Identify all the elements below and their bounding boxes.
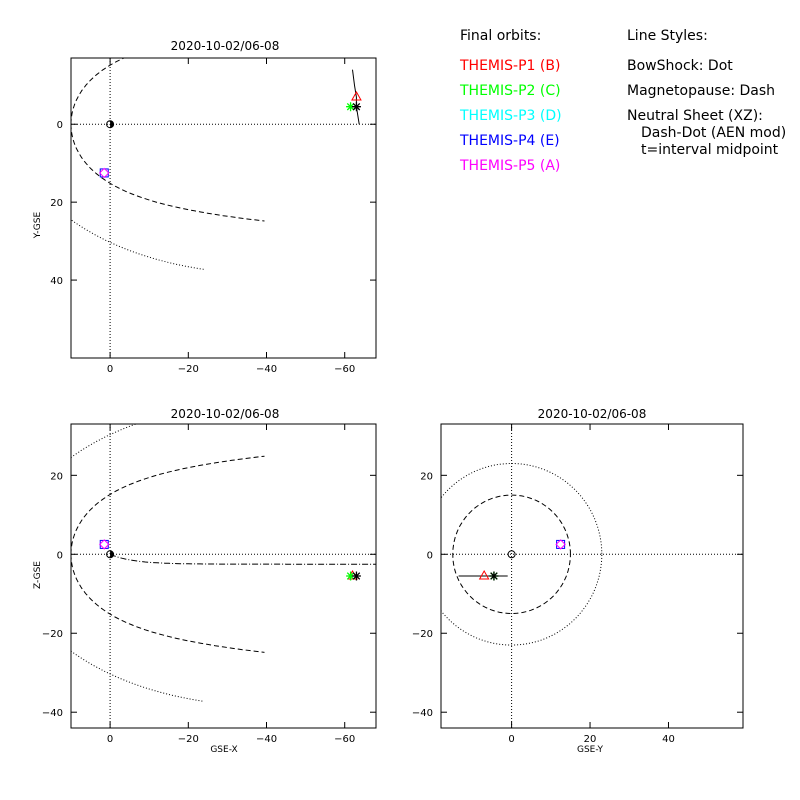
legend-probe-p3: THEMIS-P3 (D) bbox=[459, 108, 562, 124]
y-tick-label: −40 bbox=[412, 708, 433, 719]
legend-probe-p5: THEMIS-P5 (A) bbox=[459, 158, 560, 174]
x-tick-label: 20 bbox=[584, 734, 597, 745]
y-tick-label: 0 bbox=[427, 550, 433, 561]
panel-xz: 2020-10-02/06-08 Z-GSE GSE-X 0 −20 −40 −60 2… bbox=[33, 407, 377, 755]
probe-p1-marker bbox=[478, 569, 490, 580]
orbit-track bbox=[352, 69, 360, 125]
probe-p3-marker bbox=[489, 571, 499, 581]
panel-xz-title: 2020-10-02/06-08 bbox=[171, 407, 280, 421]
legend-orbits-title: Final orbits: bbox=[460, 28, 541, 44]
probe-p2-marker bbox=[346, 571, 356, 581]
magnetopause-north bbox=[71, 455, 265, 555]
earth-dayside bbox=[110, 550, 114, 558]
x-tick-label: −20 bbox=[178, 364, 199, 375]
probe-p3-marker bbox=[351, 102, 361, 112]
panel-yz-frame bbox=[440, 423, 744, 729]
x-tick-label: 0 bbox=[508, 734, 514, 745]
probe-p3-marker bbox=[351, 571, 361, 581]
panel-xz-xlabel: GSE-X bbox=[210, 745, 237, 755]
y-tick-label: 40 bbox=[50, 276, 63, 287]
neutral-sheet bbox=[109, 553, 376, 565]
probe-p4-marker bbox=[99, 168, 109, 178]
bow-shock-north bbox=[13, 0, 204, 124]
probe-p4-marker bbox=[99, 539, 109, 549]
x-tick-label: −60 bbox=[334, 734, 355, 745]
magnetopause-south bbox=[71, 124, 265, 222]
y-tick-label: −40 bbox=[42, 708, 63, 719]
legend-style-magnetopause: Magnetopause: Dash bbox=[627, 83, 775, 99]
x-tick-label: 0 bbox=[107, 364, 113, 375]
probe-p1-marker bbox=[351, 90, 362, 101]
probe-p4-marker bbox=[556, 539, 566, 549]
legend-style-midpoint: t=interval midpoint bbox=[641, 142, 779, 158]
bow-shock-south bbox=[71, 219, 205, 270]
panel-xz-ylabel: Z-GSE bbox=[33, 561, 43, 589]
legend-style-bowshock: BowShock: Dot bbox=[627, 58, 733, 74]
magnetopause-south bbox=[71, 554, 265, 653]
probe-p5-marker bbox=[555, 539, 566, 550]
y-tick-label: 0 bbox=[57, 120, 63, 131]
magnetopause-cross-section bbox=[452, 494, 571, 614]
panel-xz-frame bbox=[70, 423, 377, 729]
probe-p5-marker bbox=[99, 167, 110, 179]
y-tick-label: −20 bbox=[42, 629, 63, 640]
panel-yz-title: 2020-10-02/06-08 bbox=[538, 407, 647, 421]
legend-style-neutral-sheet: Neutral Sheet (XZ): bbox=[627, 108, 763, 124]
panel-xy-frame bbox=[70, 57, 377, 359]
panel-xy: 2020-10-02/06-08 Y-GSE 0 −20 −40 −60 0 20 40 bbox=[13, 0, 377, 375]
panel-yz: 2020-10-02/06-08 GSE-Y 0 20 40 20 0 −20 −40 bbox=[412, 407, 744, 755]
legend: Final orbits: THEMIS-P1 (B) THEMIS-P2 (C… bbox=[459, 28, 786, 174]
panel-xy-ylabel: Y-GSE bbox=[33, 212, 43, 240]
legend-probe-p4: THEMIS-P4 (E) bbox=[459, 133, 560, 149]
panel-yz-xlabel: GSE-Y bbox=[577, 745, 604, 755]
x-tick-label: 40 bbox=[662, 734, 675, 745]
magnetopause-north bbox=[71, 58, 126, 125]
earth-dayside bbox=[110, 120, 114, 128]
earth-symbol bbox=[507, 550, 516, 559]
x-tick-label: −40 bbox=[256, 364, 277, 375]
probe-p2-marker bbox=[346, 102, 356, 112]
y-tick-label: −20 bbox=[412, 629, 433, 640]
y-tick-label: 0 bbox=[57, 550, 63, 561]
y-tick-label: 20 bbox=[50, 471, 63, 482]
x-tick-label: −60 bbox=[334, 364, 355, 375]
legend-style-dash-dot: Dash-Dot (AEN mod) bbox=[641, 125, 786, 141]
panel-xy-title: 2020-10-02/06-08 bbox=[171, 39, 280, 53]
bow-shock-north bbox=[71, 424, 138, 459]
legend-probe-p2: THEMIS-P2 (C) bbox=[459, 83, 561, 99]
legend-probe-p1: THEMIS-P1 (B) bbox=[459, 58, 560, 74]
y-tick-label: 20 bbox=[420, 471, 433, 482]
bow-shock-south bbox=[71, 650, 205, 702]
probe-p5-marker bbox=[99, 539, 110, 550]
x-tick-label: 0 bbox=[107, 734, 113, 745]
y-tick-label: 20 bbox=[50, 198, 63, 209]
x-tick-label: −40 bbox=[256, 734, 277, 745]
x-tick-label: −20 bbox=[178, 734, 199, 745]
legend-styles-title: Line Styles: bbox=[627, 28, 708, 44]
